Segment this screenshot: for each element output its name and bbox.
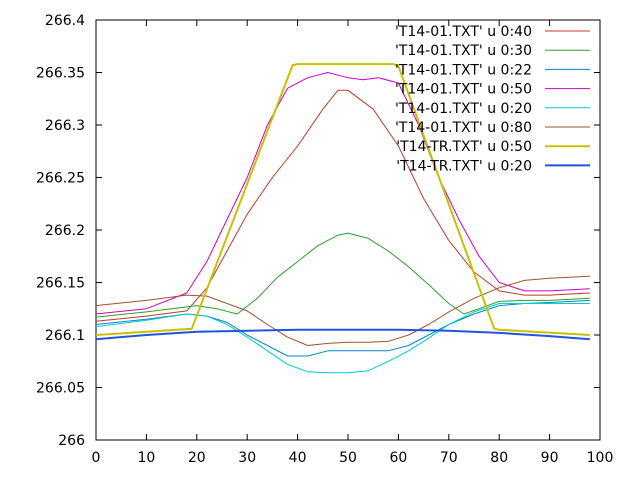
legend-entry-label-8: 'T14-TR.TXT' u 0:20: [396, 158, 532, 174]
y-tick-label: 266: [58, 433, 85, 449]
y-tick-label: 266.2: [45, 223, 85, 239]
y-axis-ticks: 266 266.05 266.1 266.15 266.2 266.25 266.3 266.…: [36, 13, 600, 449]
y-tick-label: 266.15: [36, 276, 85, 292]
x-tick-label: 10: [137, 450, 155, 466]
y-tick-label: 266.1: [45, 328, 85, 344]
x-axis-ticks: 0 10 20 30 40 50 60 70 80 90 100: [92, 20, 614, 466]
x-tick-label: 80: [490, 450, 508, 466]
legend-entry-label-2: 'T14-01.TXT' u 0:30: [395, 43, 532, 59]
y-tick-label: 266.25: [36, 171, 85, 187]
legend: 'T14-01.TXT' u 0:40 'T14-01.TXT' u 0:30 'T…: [395, 24, 590, 174]
x-tick-label: 100: [587, 450, 614, 466]
x-tick-label: 60: [389, 450, 407, 466]
x-tick-label: 0: [92, 450, 101, 466]
legend-entry-label-5: 'T14-01.TXT' u 0:20: [395, 101, 532, 117]
y-tick-label: 266.35: [36, 66, 85, 82]
x-tick-label: 40: [289, 450, 307, 466]
x-tick-label: 90: [541, 450, 559, 466]
x-tick-label: 70: [440, 450, 458, 466]
legend-entry-label-4: 'T14-01.TXT' u 0:50: [395, 82, 532, 98]
legend-entry-label-6: 'T14-01.TXT' u 0:80: [395, 120, 532, 136]
series-line-4: [95, 72, 590, 315]
x-tick-label: 30: [238, 450, 256, 466]
x-tick-label: 50: [339, 450, 357, 466]
y-tick-label: 266.05: [36, 381, 85, 397]
legend-entry-label-3: 'T14-01.TXT' u 0:22: [395, 62, 532, 78]
series-line-8: [95, 328, 590, 341]
legend-entry-label-7: 'T14-TR.TXT' u 0:50: [396, 139, 532, 155]
series-line-7: [95, 63, 590, 336]
legend-entry-label-1: 'T14-01.TXT' u 0:40: [395, 24, 532, 40]
x-tick-label: 20: [188, 450, 206, 466]
y-tick-label: 266.4: [45, 13, 85, 29]
series-line-6: [95, 275, 590, 346]
series-line-2: [95, 232, 590, 318]
series-line-5: [95, 303, 590, 374]
y-tick-label: 266.3: [45, 118, 85, 134]
series-lines: [95, 63, 590, 374]
series-line-3: [95, 299, 590, 357]
